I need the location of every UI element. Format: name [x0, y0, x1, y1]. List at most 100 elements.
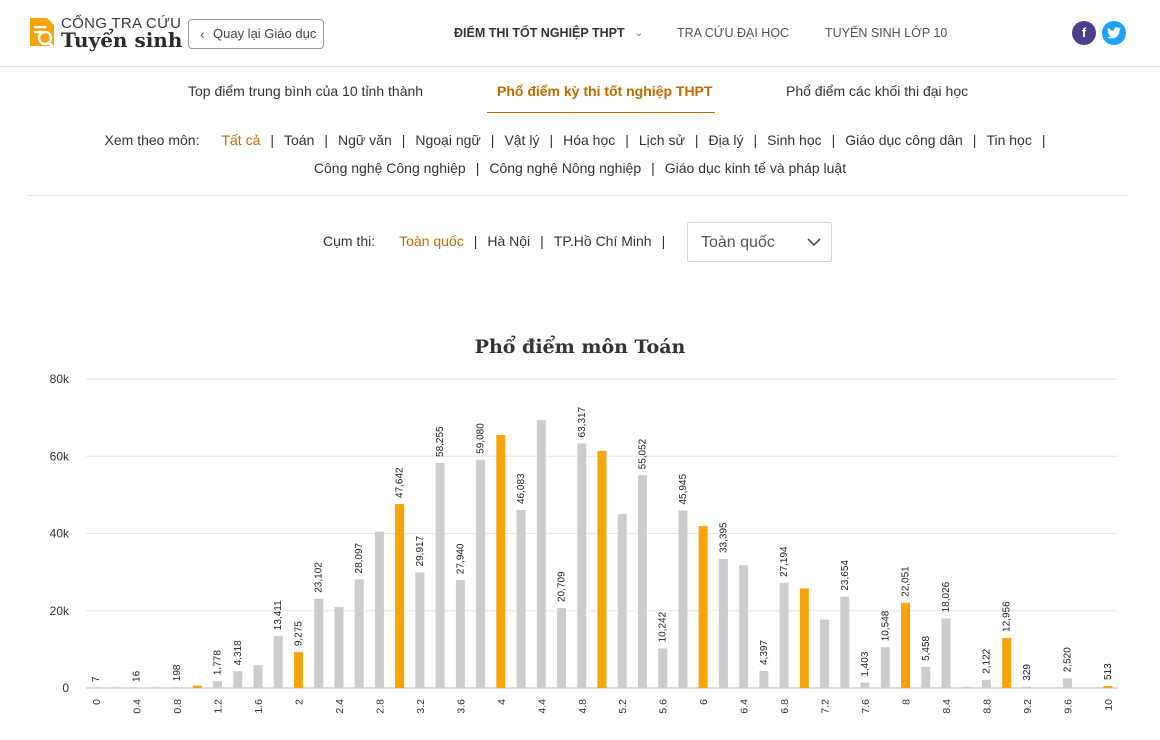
bar	[597, 450, 607, 688]
subject-option-toan[interactable]: Toán	[284, 132, 315, 148]
region-filter: Cụm thi: Toàn quốc | Hà Nội | TP.Hồ Chí Minh |	[323, 233, 675, 249]
data-label: 16	[132, 670, 143, 682]
bar	[192, 685, 202, 688]
subject-option-tin-hoc[interactable]: Tin học	[986, 132, 1032, 148]
data-label: 28,097	[354, 542, 365, 573]
nav-grade10-admission[interactable]: TUYỂN SINH LỚP 10	[825, 26, 947, 40]
bar	[678, 510, 688, 688]
bar	[860, 682, 870, 688]
data-label: 63,317	[577, 406, 588, 437]
subject-option-lich-su[interactable]: Lịch sử	[638, 132, 685, 148]
nav-university-lookup[interactable]: TRA CỨU ĐẠI HỌC	[677, 26, 789, 40]
bar	[921, 666, 931, 688]
nav-exam-scores[interactable]: ĐIỂM THI TỐT NGHIỆP THPT ⌄	[454, 26, 643, 40]
separator: |	[972, 132, 977, 148]
bar	[759, 671, 769, 688]
x-tick-label: 3.6	[455, 699, 467, 714]
data-label: 4,397	[759, 640, 770, 665]
data-label: 23,654	[840, 560, 851, 591]
subject-option-ngoai-ngu[interactable]: Ngoại ngữ	[415, 132, 481, 148]
y-tick-label: 0	[62, 681, 69, 695]
bar	[617, 514, 627, 688]
data-label: 2,122	[981, 648, 992, 673]
x-tick-label: 7.2	[820, 699, 832, 714]
data-label: 2,520	[1062, 647, 1073, 672]
tab-block-distribution-label: Phổ điểm các khối thi đại học	[786, 83, 969, 99]
bar	[901, 602, 911, 688]
x-tick-label: 10	[1103, 699, 1115, 711]
bar	[152, 687, 162, 688]
score-distribution-chart: 0 20k 40k 60k 80k 7 0 16 0.4 198 0.8 1,778 1.2 4,318 1…	[50, 372, 1118, 714]
bar	[739, 565, 749, 688]
data-label: 13,411	[273, 600, 284, 630]
separator: |	[401, 132, 406, 148]
x-tick-label: 0.8	[172, 699, 184, 714]
twitter-icon[interactable]	[1102, 21, 1126, 45]
separator: |	[651, 160, 655, 176]
data-label: 55,052	[637, 438, 648, 469]
bar	[536, 419, 546, 688]
subject-option-dia-ly[interactable]: Địa lý	[708, 132, 744, 148]
region-option-ha-noi[interactable]: Hà Nội	[487, 233, 531, 249]
data-label: 12,956	[1002, 601, 1013, 632]
x-tick-label: 4	[496, 699, 508, 705]
tab-top-average[interactable]: Top điểm trung bình của 10 tỉnh thành	[188, 83, 423, 99]
separator: |	[1041, 132, 1046, 148]
site-logo[interactable]: CỔNG TRA CỨU Tuyển sinh	[27, 14, 182, 54]
chevron-down-icon: ⌄	[634, 28, 643, 39]
bar	[516, 510, 526, 688]
subject-option-hoa-hoc[interactable]: Hóa học	[563, 132, 616, 148]
bar	[91, 687, 101, 688]
subject-option-giao-duc-cong-dan[interactable]: Giáo dục công dân	[845, 132, 963, 148]
separator: |	[694, 132, 699, 148]
data-label: 58,255	[435, 426, 446, 457]
x-tick-label: 8.4	[941, 699, 953, 714]
logo-bottom-text: Tuyển sinh	[61, 28, 183, 52]
bar	[172, 687, 182, 688]
bar	[395, 503, 405, 688]
nav-grade10-admission-label: TUYỂN SINH LỚP 10	[825, 26, 948, 40]
subject-option-ngu-van[interactable]: Ngữ văn	[338, 132, 392, 148]
y-tick-label: 20k	[50, 604, 70, 618]
subject-filter-label: Xem theo môn:	[104, 132, 200, 148]
bar	[1002, 637, 1012, 688]
y-tick-label: 40k	[50, 527, 70, 541]
x-tick-label: 2.4	[334, 699, 346, 714]
tab-score-distribution[interactable]: Phổ điểm kỳ thi tốt nghiệp THPT	[497, 83, 712, 99]
separator: |	[549, 132, 554, 148]
data-label: 9,275	[293, 621, 304, 646]
bar	[293, 652, 303, 688]
facebook-icon[interactable]: f	[1072, 21, 1096, 45]
region-select-value: Toàn quốc	[701, 234, 775, 251]
section-divider	[28, 195, 1128, 196]
region-option-tp-ho-chi-minh[interactable]: TP.Hồ Chí Minh	[553, 233, 652, 249]
subject-option-tat-ca[interactable]: Tất cả	[221, 132, 261, 148]
x-tick-label: 7.6	[860, 699, 872, 714]
data-label: 18,026	[941, 581, 952, 612]
x-tick-label: 8	[901, 699, 913, 705]
region-option-toan-quoc[interactable]: Toàn quốc	[399, 233, 464, 249]
bar	[557, 608, 567, 688]
back-to-education-button[interactable]: ‹ Quay lại Giáo dục	[188, 19, 324, 49]
data-label: 7	[91, 676, 102, 682]
region-select[interactable]: Toàn quốc	[687, 222, 832, 262]
nav-exam-scores-label: ĐIỂM THI TỐT NGHIỆP THPT	[454, 26, 625, 40]
data-label: 10,242	[658, 611, 669, 642]
subject-option-cong-nghe-cong-nghiep[interactable]: Công nghệ Công nghiệp	[313, 160, 466, 176]
subject-option-cong-nghe-nong-nghiep[interactable]: Công nghệ Nông nghiệp	[489, 160, 642, 176]
separator: |	[270, 132, 274, 148]
data-label: 29,917	[415, 535, 426, 566]
bar	[334, 606, 344, 688]
data-label: 10,548	[880, 610, 891, 641]
subject-option-sinh-hoc[interactable]: Sinh học	[767, 132, 822, 148]
bar	[981, 679, 991, 688]
bar	[213, 681, 223, 688]
region-filter-label: Cụm thi:	[323, 233, 376, 249]
subject-option-giao-duc-kinh-te-va-phap-luat[interactable]: Giáo dục kinh tế và pháp luật	[664, 160, 847, 176]
x-tick-label: 6.4	[739, 699, 751, 714]
tab-block-distribution[interactable]: Phổ điểm các khối thi đại học	[786, 83, 968, 99]
bar	[496, 435, 506, 688]
x-tick-label: 5.6	[658, 699, 670, 714]
bar	[1042, 687, 1052, 688]
subject-option-vat-ly[interactable]: Vật lý	[504, 132, 540, 148]
